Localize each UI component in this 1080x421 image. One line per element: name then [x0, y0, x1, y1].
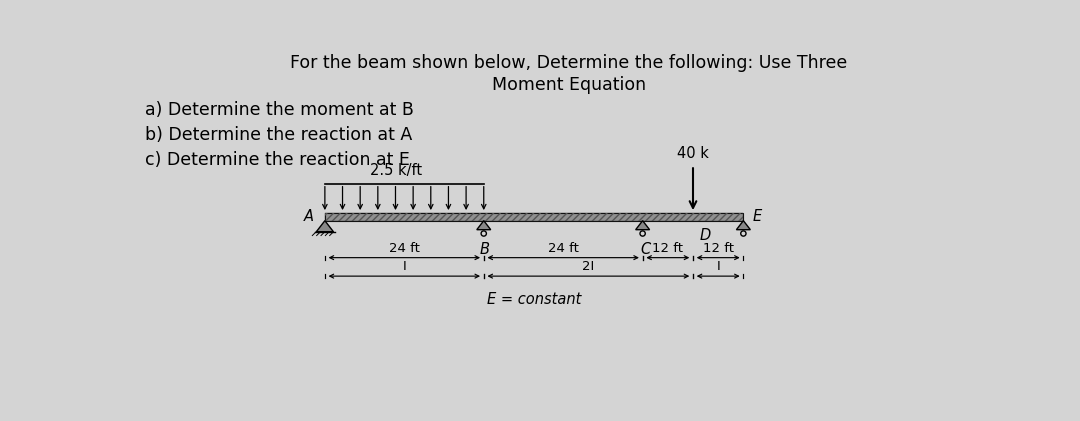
Text: I: I — [403, 260, 406, 273]
Text: B: B — [480, 242, 489, 257]
Text: E: E — [753, 208, 761, 224]
Text: D: D — [699, 228, 711, 243]
Polygon shape — [476, 221, 490, 230]
Polygon shape — [316, 221, 334, 232]
Text: I: I — [716, 260, 720, 273]
Text: E = constant: E = constant — [487, 291, 581, 306]
Bar — [325, 213, 743, 221]
Circle shape — [741, 231, 746, 236]
Text: For the beam shown below, Determine the following: Use Three: For the beam shown below, Determine the … — [291, 53, 848, 72]
Text: 40 k: 40 k — [677, 146, 708, 161]
Text: 24 ft: 24 ft — [389, 242, 420, 255]
Polygon shape — [636, 221, 649, 230]
Text: a) Determine the moment at B: a) Determine the moment at B — [145, 101, 414, 119]
Bar — [325, 213, 743, 221]
Text: c) Determine the reaction at E: c) Determine the reaction at E — [145, 151, 410, 169]
Text: Moment Equation: Moment Equation — [491, 76, 646, 94]
Text: C: C — [640, 242, 651, 257]
Text: 12 ft: 12 ft — [652, 242, 684, 255]
Text: 24 ft: 24 ft — [548, 242, 579, 255]
Circle shape — [640, 231, 645, 236]
Text: A: A — [305, 208, 314, 224]
Text: 12 ft: 12 ft — [703, 242, 733, 255]
Text: 2.5 k/ft: 2.5 k/ft — [370, 163, 422, 179]
Polygon shape — [737, 221, 751, 230]
Text: b) Determine the reaction at A: b) Determine the reaction at A — [145, 126, 413, 144]
Text: 2I: 2I — [582, 260, 594, 273]
Circle shape — [481, 231, 486, 236]
